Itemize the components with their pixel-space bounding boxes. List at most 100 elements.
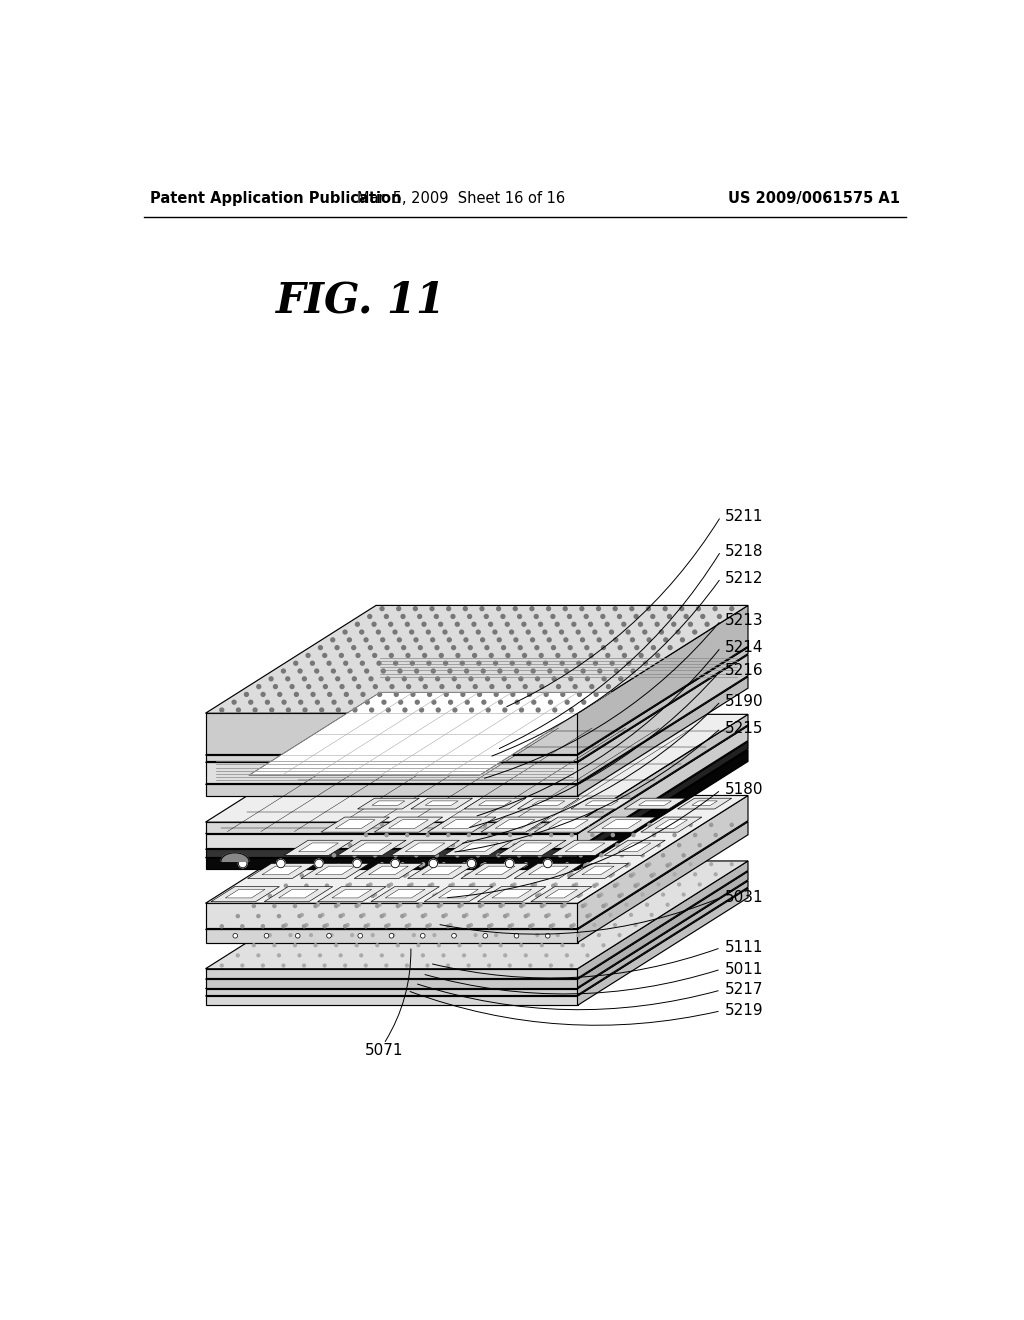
Circle shape [673,873,676,875]
Circle shape [547,607,551,611]
Circle shape [369,645,373,649]
Circle shape [371,895,374,898]
Polygon shape [206,979,578,987]
Circle shape [319,677,323,681]
Circle shape [289,933,292,936]
Circle shape [474,895,477,898]
Circle shape [461,903,463,906]
Circle shape [676,630,680,634]
Circle shape [374,685,377,689]
Circle shape [401,824,404,826]
Circle shape [470,924,472,927]
Circle shape [550,833,553,837]
Circle shape [330,895,333,898]
Circle shape [481,903,484,906]
Circle shape [541,944,543,946]
Circle shape [332,669,335,673]
Circle shape [518,645,522,649]
Circle shape [698,843,701,846]
Circle shape [309,933,312,936]
Circle shape [499,904,502,908]
Circle shape [357,903,360,906]
Polygon shape [391,841,460,855]
Circle shape [398,903,401,906]
Circle shape [577,895,580,898]
Circle shape [577,661,581,665]
Circle shape [348,843,351,846]
Circle shape [378,863,381,867]
Circle shape [544,693,548,697]
Circle shape [511,884,514,887]
Circle shape [278,954,281,957]
Circle shape [330,933,333,936]
Circle shape [438,622,442,626]
Circle shape [335,944,338,946]
Circle shape [625,903,628,906]
Circle shape [365,833,368,837]
Circle shape [439,863,443,867]
Circle shape [577,933,580,936]
Circle shape [530,638,535,642]
Circle shape [307,685,310,689]
Circle shape [237,954,240,957]
Circle shape [529,873,532,875]
Circle shape [435,645,439,649]
Circle shape [477,661,481,665]
Circle shape [472,843,475,846]
Polygon shape [264,887,333,902]
Circle shape [569,708,573,711]
Polygon shape [206,755,578,762]
Circle shape [497,854,500,857]
Polygon shape [496,820,535,829]
Circle shape [460,630,464,634]
Circle shape [278,915,281,917]
Circle shape [444,874,447,876]
Circle shape [385,873,388,875]
Circle shape [467,833,470,837]
Polygon shape [625,799,686,809]
Circle shape [369,677,373,681]
Polygon shape [385,890,425,898]
Circle shape [406,833,409,837]
Circle shape [310,661,314,665]
Circle shape [527,693,531,697]
Polygon shape [545,890,578,898]
Circle shape [585,645,589,649]
Circle shape [545,863,548,866]
Circle shape [426,833,429,837]
Polygon shape [262,866,302,875]
Circle shape [543,903,546,906]
Polygon shape [389,820,428,829]
Polygon shape [248,863,316,879]
Circle shape [442,824,445,826]
Circle shape [590,685,594,689]
Circle shape [514,933,519,939]
Polygon shape [422,866,462,875]
Circle shape [483,954,486,957]
Circle shape [285,884,288,887]
Polygon shape [352,843,391,851]
Circle shape [506,653,510,657]
Circle shape [506,913,509,916]
Circle shape [429,859,437,867]
Circle shape [584,903,587,906]
Circle shape [414,638,418,642]
Circle shape [385,925,388,928]
Circle shape [689,863,692,866]
Polygon shape [206,903,578,928]
Circle shape [563,863,566,867]
Circle shape [261,693,265,697]
Circle shape [593,924,596,927]
Circle shape [408,884,411,887]
Circle shape [323,653,327,657]
Circle shape [396,607,400,611]
Circle shape [714,833,717,837]
Circle shape [239,859,247,867]
Circle shape [514,638,518,642]
Circle shape [520,904,523,908]
Polygon shape [371,887,439,902]
Circle shape [355,944,358,946]
Circle shape [326,924,329,927]
Circle shape [463,824,466,826]
Circle shape [715,873,717,875]
